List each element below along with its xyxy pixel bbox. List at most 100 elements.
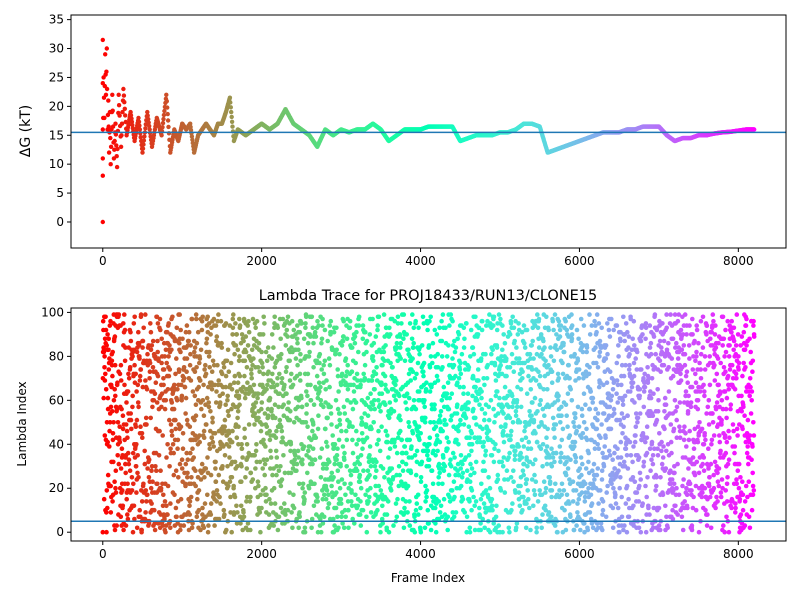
lambda-point xyxy=(608,426,614,432)
lambda-point xyxy=(607,404,613,410)
lambda-point xyxy=(254,318,260,324)
lambda-point xyxy=(554,347,560,353)
lambda-point xyxy=(207,446,213,452)
lambda-point xyxy=(601,411,607,416)
lambda-point xyxy=(621,459,627,465)
lambda-point xyxy=(267,437,273,443)
lambda-point xyxy=(502,384,508,390)
lambda-point xyxy=(520,376,525,381)
lambda-point xyxy=(252,422,257,427)
lambda-point xyxy=(506,455,511,460)
lambda-point xyxy=(298,358,303,364)
lambda-point xyxy=(323,496,329,502)
lambda-point xyxy=(188,450,193,456)
lambda-point xyxy=(272,314,278,320)
lambda-point xyxy=(270,472,275,478)
lambda-point xyxy=(569,323,575,328)
lambda-point xyxy=(128,411,133,416)
delta-g-point xyxy=(104,46,110,51)
lambda-point xyxy=(274,455,280,460)
lambda-point xyxy=(221,365,227,370)
lambda-point xyxy=(234,332,239,337)
lambda-point xyxy=(637,483,642,489)
lambda-point xyxy=(382,475,387,480)
lambda-point xyxy=(237,373,243,379)
lambda-point xyxy=(327,362,333,368)
lambda-point xyxy=(548,354,554,359)
lambda-point xyxy=(350,450,356,456)
lambda-point xyxy=(157,316,163,322)
lambda-point xyxy=(289,510,294,515)
delta-g-point xyxy=(229,119,235,125)
lambda-point xyxy=(482,411,488,416)
lambda-point xyxy=(226,444,232,449)
lambda-point xyxy=(253,400,259,405)
lambda-point xyxy=(495,472,501,478)
lambda-point xyxy=(481,439,487,445)
top-y-tick-label: 10 xyxy=(49,157,64,171)
lambda-point xyxy=(636,455,642,460)
lambda-point xyxy=(551,426,557,432)
lambda-point xyxy=(338,501,344,506)
delta-g-point xyxy=(129,116,134,121)
lambda-point xyxy=(113,490,119,495)
lambda-point xyxy=(415,360,421,366)
lambda-point xyxy=(321,371,327,377)
lambda-point xyxy=(449,488,455,493)
lambda-point xyxy=(522,340,527,346)
lambda-point xyxy=(607,453,613,458)
lambda-point xyxy=(245,323,250,328)
lambda-point xyxy=(221,507,227,513)
lambda-point xyxy=(358,485,364,491)
lambda-point xyxy=(328,411,334,416)
lambda-point xyxy=(350,437,355,443)
lambda-point xyxy=(449,391,455,397)
lambda-point xyxy=(375,327,380,333)
lambda-point xyxy=(404,406,410,412)
lambda-point xyxy=(109,358,115,364)
lambda-point xyxy=(239,446,245,452)
lambda-point xyxy=(509,393,515,399)
lambda-point xyxy=(216,378,221,383)
lambda-point xyxy=(227,479,233,485)
lambda-point xyxy=(110,431,116,436)
lambda-point xyxy=(112,527,118,533)
bottom-chart-title: Lambda Trace for PROJ18433/RUN13/CLONE15 xyxy=(259,288,598,304)
lambda-point xyxy=(579,406,585,412)
lambda-point xyxy=(578,455,584,460)
lambda-point xyxy=(242,358,248,364)
lambda-point xyxy=(297,371,303,377)
lambda-point xyxy=(618,439,624,445)
lambda-point xyxy=(265,345,271,350)
lambda-point xyxy=(544,444,550,449)
lambda-point xyxy=(214,488,220,493)
lambda-point xyxy=(243,475,248,480)
lambda-point xyxy=(559,481,565,487)
lambda-point xyxy=(529,367,535,372)
lambda-point xyxy=(305,424,310,430)
lambda-point xyxy=(242,395,248,401)
lambda-point xyxy=(273,415,278,421)
lambda-point xyxy=(213,459,218,465)
lambda-point xyxy=(494,345,500,350)
lambda-point xyxy=(455,380,460,386)
lambda-point xyxy=(139,499,145,504)
lambda-point xyxy=(334,325,339,331)
lambda-point xyxy=(365,413,371,419)
lambda-point xyxy=(318,398,324,403)
lambda-point xyxy=(225,393,230,399)
lambda-point xyxy=(348,481,353,487)
lambda-point xyxy=(628,389,633,394)
lambda-point xyxy=(115,420,121,425)
lambda-point xyxy=(120,413,126,419)
lambda-point xyxy=(438,503,444,509)
lambda-point xyxy=(576,367,582,372)
lambda-point xyxy=(388,481,394,487)
lambda-point xyxy=(641,376,646,381)
lambda-point xyxy=(549,494,554,500)
lambda-point xyxy=(490,507,495,513)
lambda-point xyxy=(559,492,564,498)
lambda-point xyxy=(223,402,228,408)
lambda-point xyxy=(285,314,291,320)
lambda-point xyxy=(123,345,128,350)
